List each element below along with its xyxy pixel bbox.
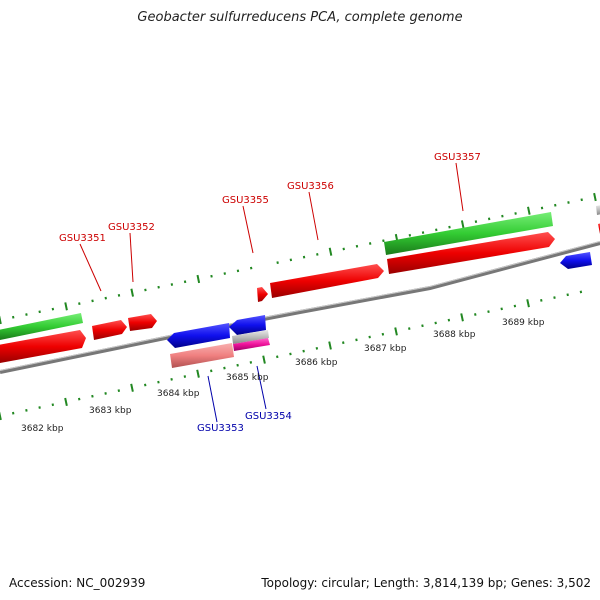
minor-tick <box>170 377 173 381</box>
scale-label-3687: 3687 kbp <box>364 344 407 354</box>
minor-tick <box>579 290 583 294</box>
major-tick <box>130 288 134 297</box>
minor-tick <box>381 332 385 336</box>
minor-tick <box>474 313 477 316</box>
gene-label-gsu3351[interactable]: GSU3351 <box>59 233 106 244</box>
minor-tick <box>421 324 424 328</box>
major-tick <box>460 220 465 229</box>
reverse-gene-gsu3353[interactable] <box>167 323 230 348</box>
scale-label-3682: 3682 kbp <box>21 424 64 434</box>
scale-label-3689: 3689 kbp <box>502 318 545 328</box>
gene-label-gsu3354[interactable]: GSU3354 <box>245 411 292 422</box>
gene-label-gsu3356[interactable]: GSU3356 <box>287 181 334 192</box>
minor-tick <box>434 321 437 325</box>
minor-tick <box>157 380 160 384</box>
gene-label-gsu3352[interactable]: GSU3352 <box>108 222 155 233</box>
accession-text: Accession: NC_002939 <box>9 576 146 590</box>
major-tick <box>593 192 597 202</box>
minor-tick <box>210 369 213 373</box>
reverse-gene-gsu3354[interactable] <box>229 315 266 335</box>
minor-tick <box>25 408 28 412</box>
major-tick <box>394 327 398 336</box>
minor-tick <box>553 296 556 299</box>
minor-tick <box>249 361 253 364</box>
forward-gene-gsu3352[interactable] <box>128 314 157 331</box>
minor-tick <box>302 349 305 353</box>
major-tick <box>527 206 531 215</box>
gene-label-gsu3355[interactable]: GSU3355 <box>222 195 269 206</box>
minor-tick <box>289 352 292 356</box>
minor-tick <box>91 394 94 398</box>
minor-tick <box>143 383 147 387</box>
minor-tick <box>51 403 55 407</box>
lower-tick-track <box>0 290 583 421</box>
major-tick <box>196 369 200 378</box>
minor-tick <box>77 397 81 401</box>
rna-feature-gsu3357[interactable] <box>384 212 553 255</box>
minor-tick <box>342 341 345 345</box>
major-tick <box>328 247 333 256</box>
minor-tick <box>540 299 543 302</box>
minor-tick <box>223 366 226 370</box>
minor-tick <box>183 375 187 378</box>
major-tick <box>196 274 201 284</box>
reverse-gene-right[interactable] <box>560 252 592 269</box>
minor-tick <box>11 411 15 415</box>
forward-gene-gsu3355[interactable] <box>257 287 268 302</box>
pseudo-gene-gsu3353[interactable] <box>170 343 234 368</box>
misc-feature-gsu3354[interactable] <box>233 338 270 351</box>
minor-tick <box>368 335 371 339</box>
minor-tick <box>487 310 490 314</box>
gene-label-gsu3353[interactable]: GSU3353 <box>197 423 244 434</box>
forward-gene-right-edge[interactable] <box>596 205 600 234</box>
forward-gene-gsu3357[interactable] <box>387 232 555 274</box>
map-title: Geobacter sulfurreducens PCA, complete g… <box>137 10 463 25</box>
minor-tick <box>500 307 503 311</box>
minor-tick <box>355 338 358 342</box>
minor-tick <box>117 389 121 393</box>
major-tick <box>262 355 266 364</box>
major-tick <box>526 299 530 308</box>
forward-gene-gsu3351[interactable] <box>92 320 127 340</box>
minor-tick <box>408 327 411 330</box>
major-tick <box>0 315 2 325</box>
major-tick <box>64 397 68 407</box>
forward-gene-gsu3356[interactable] <box>270 264 384 298</box>
minor-tick <box>236 363 239 367</box>
scale-label-3685: 3685 kbp <box>226 373 269 383</box>
minor-tick <box>104 392 107 395</box>
minor-tick <box>513 304 517 308</box>
genome-summary-text: Topology: circular; Length: 3,814,139 bp… <box>261 576 591 590</box>
upper-tick-track <box>0 192 597 325</box>
major-tick <box>328 341 332 350</box>
minor-tick <box>276 355 279 359</box>
label-leaders <box>79 162 464 423</box>
genome-backbone <box>0 241 600 374</box>
forward-gene-left[interactable] <box>0 330 86 363</box>
misc-feature-gsu3354-gray[interactable] <box>232 330 269 344</box>
scale-label-3688: 3688 kbp <box>433 330 476 340</box>
genome-backbone-highlight <box>0 241 600 371</box>
minor-tick <box>447 318 451 322</box>
major-tick <box>130 383 134 392</box>
minor-tick <box>566 293 569 297</box>
rna-feature-left[interactable] <box>0 313 83 340</box>
major-tick <box>64 302 68 311</box>
scale-label-3684: 3684 kbp <box>157 389 200 399</box>
major-tick <box>460 313 464 322</box>
scale-label-3686: 3686 kbp <box>295 358 338 368</box>
gene-label-gsu3357[interactable]: GSU3357 <box>434 152 481 163</box>
scale-label-3683: 3683 kbp <box>89 406 132 416</box>
major-tick <box>0 411 2 421</box>
minor-tick <box>315 346 319 350</box>
minor-tick <box>38 406 41 409</box>
